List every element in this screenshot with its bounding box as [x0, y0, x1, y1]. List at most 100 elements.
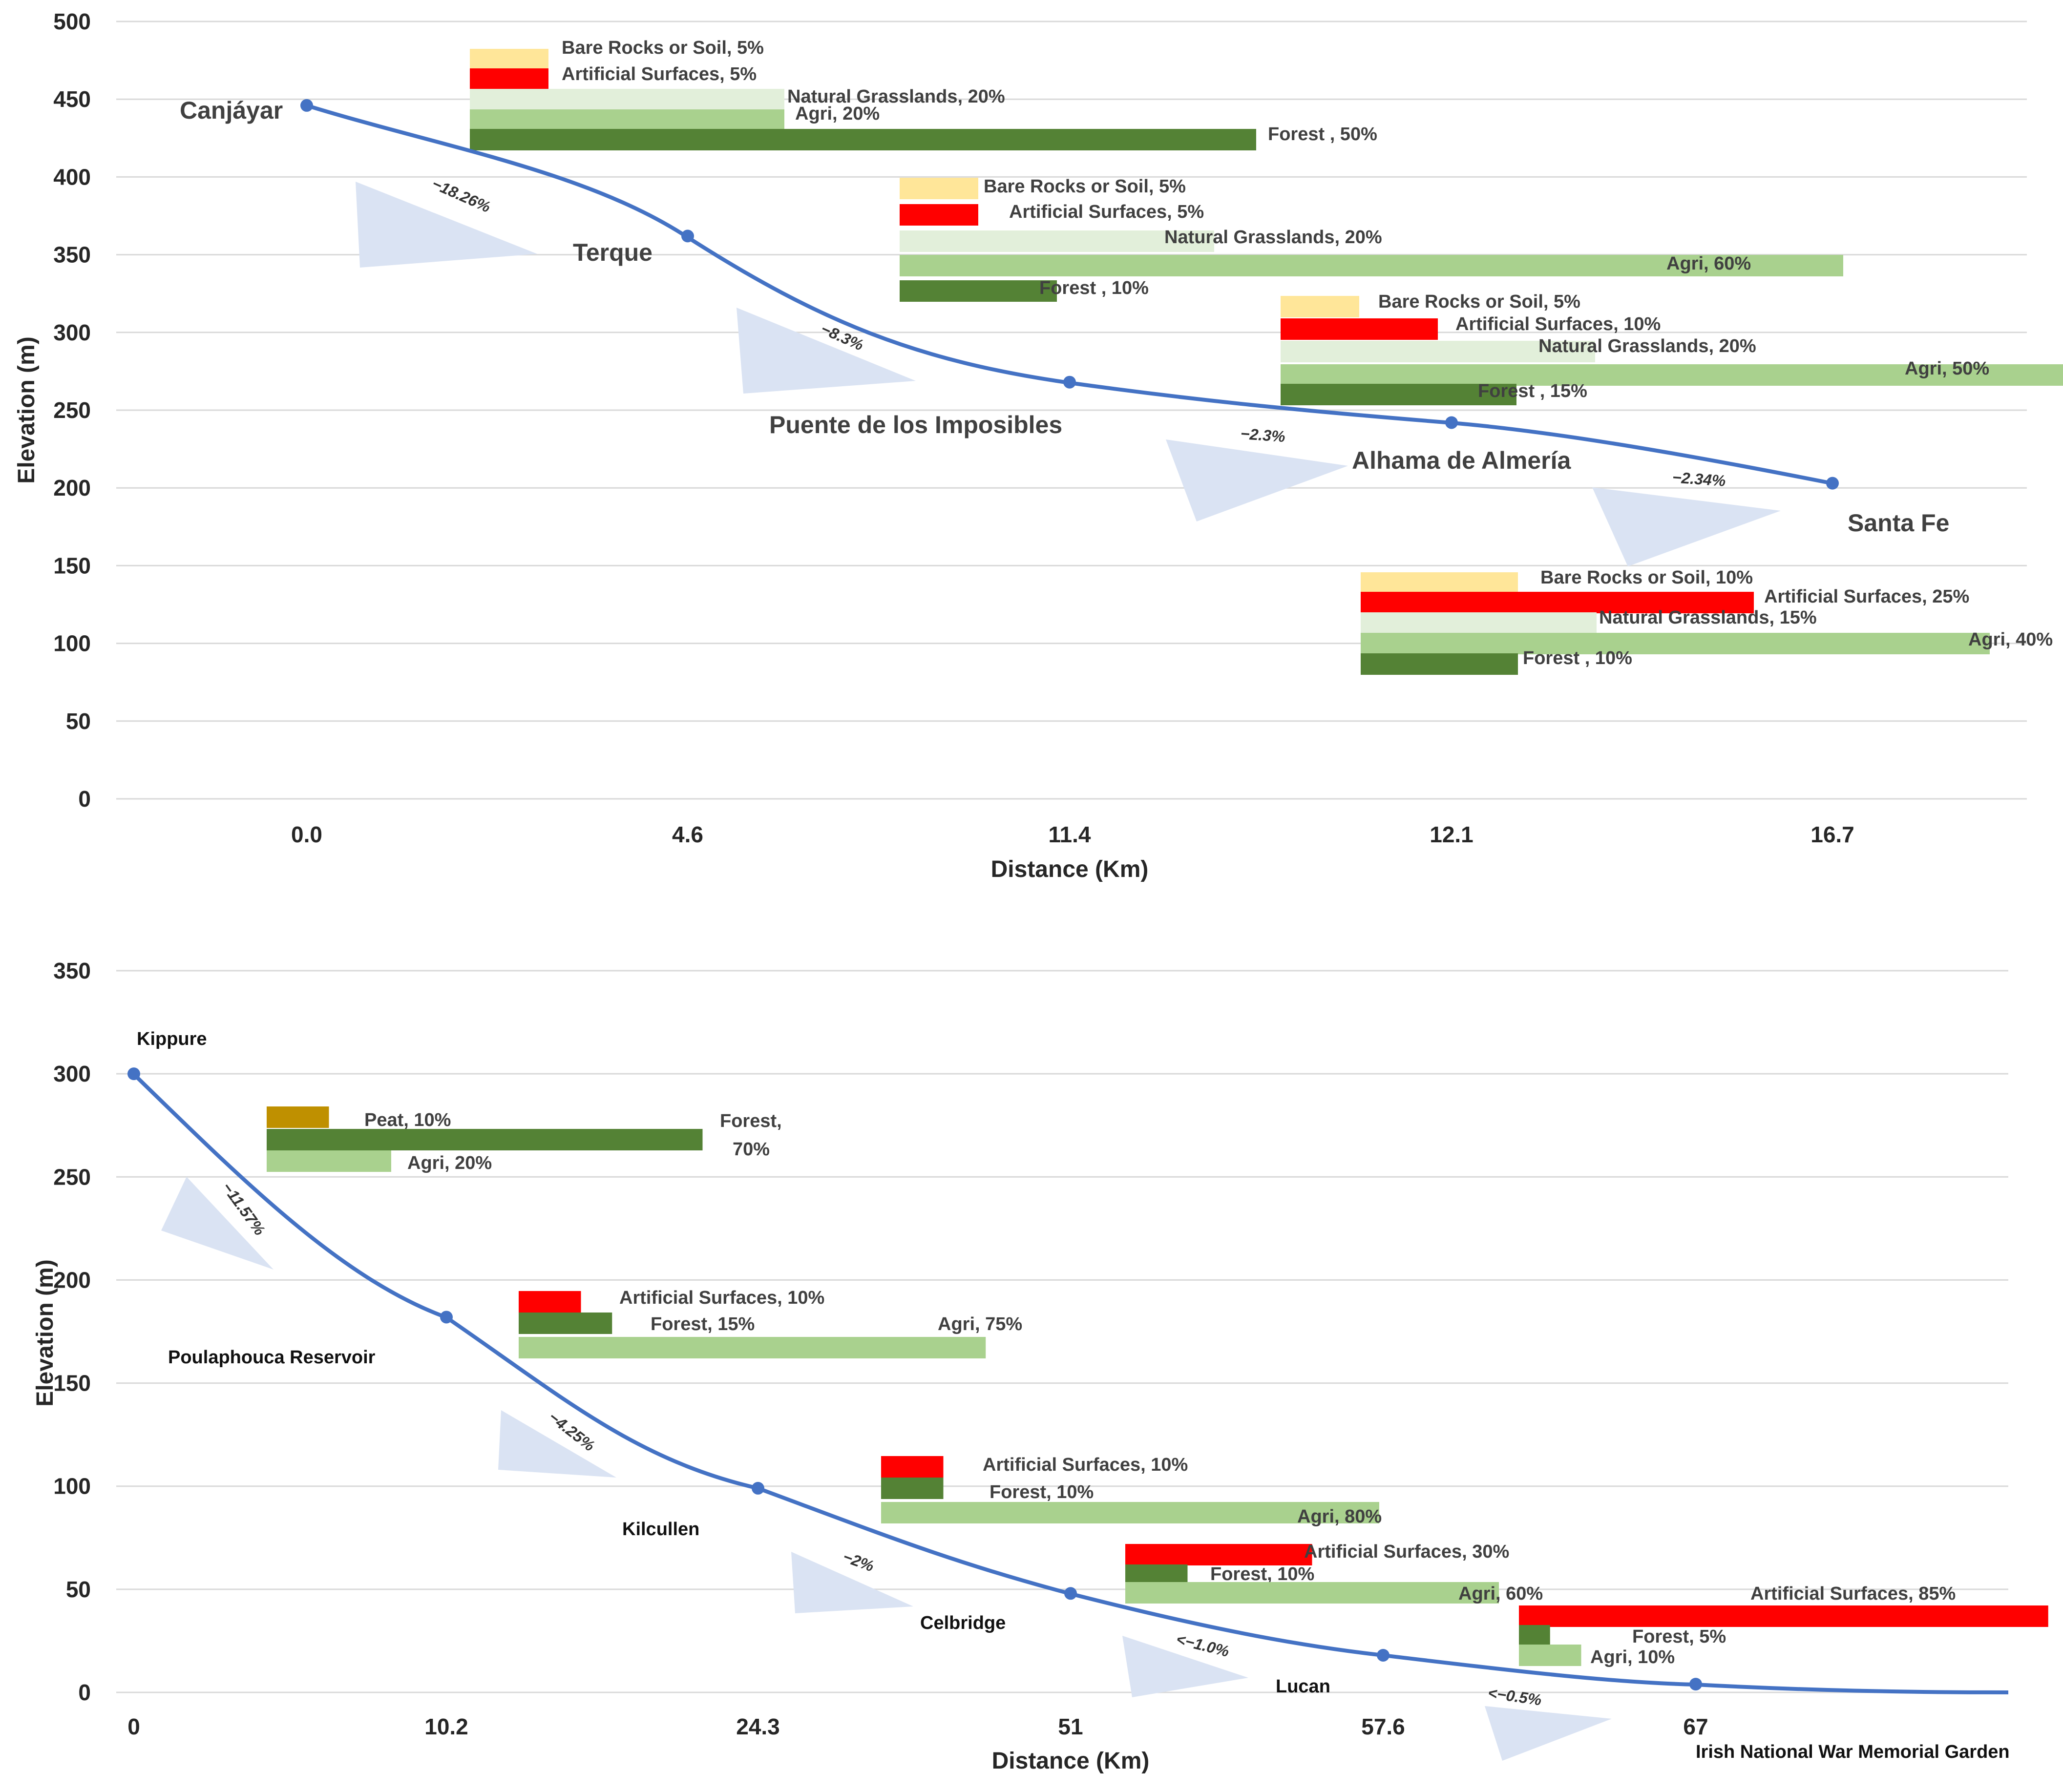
- chart-almeria: 0 50 100 150 200 250 300 350 400 450 500 0.0 4.6 11.4…: [14, 9, 2063, 882]
- land-cover-bar: [900, 178, 978, 199]
- elevation-point: [1689, 1678, 1702, 1691]
- x-tick-label: 24.3: [736, 1714, 780, 1739]
- y-tick-label: 200: [53, 1267, 91, 1292]
- land-cover-label: Natural Grasslands, 20%: [1538, 336, 1756, 356]
- slope-label: −18.26%: [429, 175, 493, 216]
- land-cover-label: Forest , 15%: [1478, 381, 1587, 401]
- y-tick-label: 350: [53, 242, 91, 268]
- land-cover-label: Agri, 20%: [795, 104, 880, 124]
- y-tick-label: 450: [53, 86, 91, 112]
- y-tick-label: 250: [53, 1164, 91, 1189]
- slope-arrow-icon: [1485, 1706, 1612, 1761]
- land-cover-bar: [900, 280, 1057, 302]
- site-label: Poulaphouca Reservoir: [168, 1347, 376, 1368]
- x-tick-label: 12.1: [1430, 822, 1474, 847]
- land-cover-label: Agri, 60%: [1458, 1584, 1543, 1604]
- site-label: Canjáyar: [180, 97, 283, 124]
- x-tick-label: 4.6: [672, 822, 703, 847]
- slope-label: −2.34%: [1672, 468, 1726, 490]
- y-tick-label: 300: [53, 1061, 91, 1086]
- y-tick-label: 100: [53, 1474, 91, 1499]
- site-label: Kippure: [137, 1029, 207, 1049]
- y-axis-title: Elevation (m): [32, 1259, 58, 1406]
- site-label: Irish National War Memorial Garden: [1696, 1742, 2010, 1762]
- land-cover-label: Forest, 15%: [651, 1314, 755, 1334]
- land-cover-label: Forest , 10%: [1523, 648, 1632, 668]
- land-cover-bar: [1281, 364, 2063, 386]
- slope-label: −2%: [841, 1548, 876, 1575]
- slope-arrow-icon: [498, 1410, 616, 1478]
- slope-arrow-icon: [1592, 487, 1781, 566]
- land-cover-label: Agri, 50%: [1905, 358, 1989, 379]
- land-cover-bar: [1519, 1645, 1581, 1666]
- land-cover-label: Natural Grasslands, 15%: [1599, 607, 1817, 628]
- elevation-point: [440, 1311, 453, 1324]
- land-cover-label: Artificial Surfaces, 25%: [1764, 586, 1969, 607]
- land-cover-bar: [470, 49, 548, 70]
- y-tick-label: 100: [53, 631, 91, 656]
- y-tick-label: 300: [53, 320, 91, 345]
- land-cover-bar: [881, 1456, 944, 1478]
- y-tick-label: 150: [53, 1371, 91, 1396]
- slope-label: <−0.5%: [1487, 1684, 1542, 1709]
- land-cover-bar: [470, 109, 784, 131]
- site-label: Kilcullen: [622, 1519, 699, 1540]
- chart-dublin: 0 50 100 150 200 250 300 350 0 10.2 24.3 51 57.6 67 Di…: [32, 958, 2048, 1774]
- land-cover-label: Agri, 80%: [1297, 1506, 1382, 1527]
- elevation-point: [1377, 1648, 1389, 1662]
- slope-label: −2.3%: [1240, 425, 1286, 445]
- land-cover-bar: [1281, 296, 1359, 317]
- land-cover-bar: [1519, 1625, 1550, 1646]
- land-cover-label: Agri, 60%: [1666, 253, 1751, 274]
- y-tick-label: 0: [78, 1680, 91, 1705]
- land-cover-label: 70%: [733, 1139, 770, 1160]
- land-cover-bar: [1361, 572, 1518, 594]
- y-tick-label: 250: [53, 397, 91, 423]
- slope-arrow-icon: [161, 1177, 274, 1270]
- elevation-point: [1826, 477, 1839, 490]
- land-cover-bar: [1281, 318, 1438, 340]
- land-cover-label: Bare Rocks or Soil, 5%: [1378, 292, 1580, 312]
- land-cover-bar: [267, 1150, 391, 1172]
- elevation-point: [1063, 375, 1076, 389]
- y-tick-label: 0: [78, 786, 91, 812]
- land-cover-label: Peat, 10%: [364, 1110, 451, 1130]
- slope-arrow-icon: [1166, 439, 1348, 521]
- land-cover-bar: [1361, 592, 1754, 613]
- slope-arrow-icon: [1122, 1636, 1248, 1697]
- y-tick-label: 200: [53, 475, 91, 500]
- y-tick-label: 50: [66, 708, 91, 734]
- land-cover-bar: [470, 129, 1256, 150]
- land-cover-label: Forest,: [720, 1111, 782, 1131]
- elevation-point: [1064, 1587, 1077, 1600]
- land-cover-bar: [1361, 653, 1518, 675]
- elevation-point: [681, 229, 694, 243]
- land-cover-bar: [1281, 341, 1595, 362]
- land-cover-bar: [1361, 612, 1597, 634]
- land-cover-bar: [881, 1478, 944, 1499]
- x-tick-label: 0: [127, 1714, 140, 1739]
- x-axis-title: Distance (Km): [992, 1748, 1150, 1774]
- land-cover-label: Forest, 10%: [989, 1482, 1094, 1502]
- y-tick-label: 500: [53, 9, 91, 34]
- land-cover-label: Forest, 10%: [1210, 1564, 1314, 1584]
- land-cover-label: Natural Grasslands, 20%: [787, 86, 1005, 107]
- land-cover-bar: [900, 230, 1214, 252]
- land-cover-label: Artificial Surfaces, 30%: [1304, 1542, 1509, 1562]
- land-cover-bar: [519, 1337, 986, 1358]
- site-label: Lucan: [1276, 1676, 1330, 1697]
- y-tick-label: 50: [66, 1577, 91, 1602]
- land-cover-bar: [881, 1502, 1379, 1523]
- elevation-point: [300, 99, 313, 112]
- land-cover-bar: [900, 204, 978, 226]
- land-cover-label: Agri, 75%: [938, 1314, 1022, 1334]
- y-axis-title: Elevation (m): [14, 336, 40, 483]
- slope-arrow-icon: [737, 308, 916, 394]
- land-cover-label: Natural Grasslands, 20%: [1164, 227, 1382, 248]
- y-tick-label: 350: [53, 958, 91, 983]
- land-cover-bar: [1361, 633, 1990, 654]
- land-cover-label: Bare Rocks or Soil, 5%: [562, 38, 764, 58]
- site-label: Santa Fe: [1848, 509, 1949, 537]
- x-tick-label: 11.4: [1049, 822, 1091, 847]
- x-tick-label: 67: [1683, 1714, 1708, 1739]
